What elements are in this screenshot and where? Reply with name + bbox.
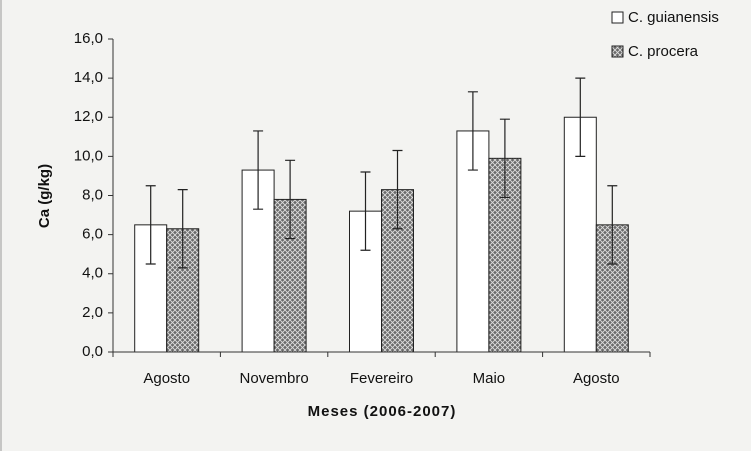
error-bar [607, 185, 618, 265]
error-bar [575, 77, 586, 157]
error-bar [285, 159, 296, 240]
y-tick-label: 14,0 [74, 69, 103, 86]
x-axis-title: Meses (2006-2007) [308, 403, 457, 420]
error-bar [253, 130, 264, 210]
legend-swatch [611, 11, 624, 24]
x-tick-label: Novembro [239, 370, 308, 387]
y-tick-label: 6,0 [82, 226, 103, 243]
x-tick-label: Agosto [143, 370, 190, 387]
legend-swatch [611, 45, 624, 58]
error-bar [499, 118, 510, 199]
y-tick-label: 16,0 [74, 30, 103, 47]
y-tick-label: 10,0 [74, 147, 103, 164]
y-tick-label: 2,0 [82, 304, 103, 321]
error-bar [360, 171, 371, 251]
x-tick-label: Agosto [573, 370, 620, 387]
error-bar [177, 189, 188, 269]
y-tick-label: 8,0 [82, 186, 103, 203]
legend-label: C. procera [628, 43, 699, 60]
error-bar [392, 149, 403, 230]
y-axis-title: Ca (g/kg) [36, 164, 53, 228]
error-bar [145, 185, 156, 265]
x-tick-label: Maio [473, 370, 506, 387]
y-tick-label: 4,0 [82, 265, 103, 282]
error-bar [467, 91, 478, 171]
x-tick-label: Fevereiro [350, 370, 413, 387]
y-tick-label: 0,0 [82, 343, 103, 360]
y-tick-label: 12,0 [74, 108, 103, 125]
legend-label: C. guianensis [628, 9, 719, 26]
